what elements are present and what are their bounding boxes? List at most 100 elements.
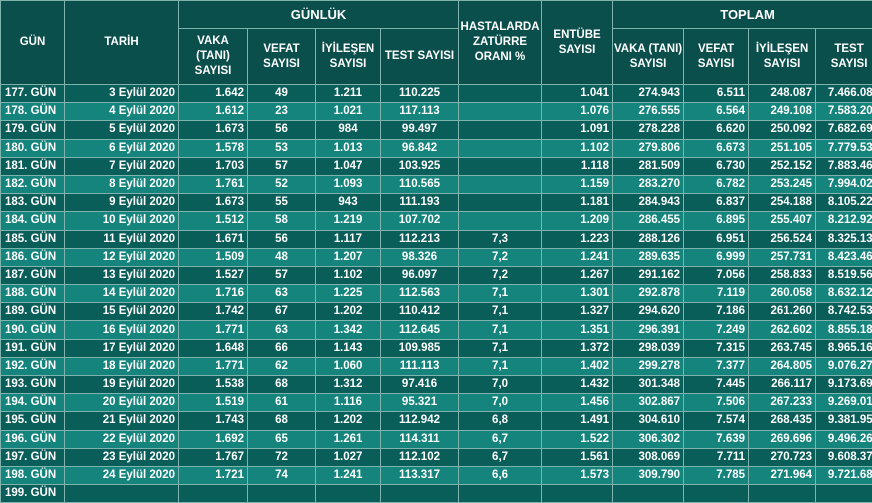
cell-gunluk-vaka: 1.648 xyxy=(179,339,248,357)
cell-toplam-vefat xyxy=(684,485,749,503)
cell-tarih: 13 Eylül 2020 xyxy=(65,266,179,284)
cell-gunluk-vefat: 63 xyxy=(248,321,316,339)
cell-toplam-vaka: 306.302 xyxy=(613,430,684,448)
cell-gunluk-iyilesen: 1.211 xyxy=(316,85,381,103)
cell-entube: 1.076 xyxy=(542,103,613,121)
cell-toplam-iyilesen: 254.188 xyxy=(749,194,816,212)
cell-toplam-iyilesen: 248.087 xyxy=(749,85,816,103)
cell-toplam-iyilesen: 253.245 xyxy=(749,175,816,193)
cell-gun: 182. GÜN xyxy=(1,175,65,193)
header-gun: GÜN xyxy=(1,1,65,85)
cell-toplam-test: 8.742.535 xyxy=(816,303,872,321)
cell-entube: 1.491 xyxy=(542,412,613,430)
cell-gunluk-iyilesen: 984 xyxy=(316,121,381,139)
cell-tarih: 21 Eylül 2020 xyxy=(65,412,179,430)
cell-zaturre-orani xyxy=(459,139,542,157)
cell-zaturre-orani: 7,2 xyxy=(459,248,542,266)
cell-zaturre-orani: 7,1 xyxy=(459,357,542,375)
cell-entube: 1.327 xyxy=(542,303,613,321)
cell-toplam-vaka: 309.790 xyxy=(613,466,684,484)
cell-toplam-vaka: 291.162 xyxy=(613,266,684,284)
cell-toplam-vaka: 289.635 xyxy=(613,248,684,266)
cell-toplam-iyilesen: 266.117 xyxy=(749,376,816,394)
cell-tarih: 18 Eylül 2020 xyxy=(65,357,179,375)
cell-gunluk-test: 112.645 xyxy=(381,321,459,339)
cell-toplam-test: 7.682.697 xyxy=(816,121,872,139)
cell-zaturre-orani xyxy=(459,121,542,139)
cell-gun: 180. GÜN xyxy=(1,139,65,157)
cell-gun: 181. GÜN xyxy=(1,157,65,175)
cell-gunluk-vaka: 1.673 xyxy=(179,194,248,212)
cell-toplam-vaka xyxy=(613,485,684,503)
cell-entube: 1.267 xyxy=(542,266,613,284)
cell-gun: 177. GÜN xyxy=(1,85,65,103)
cell-tarih xyxy=(65,485,179,503)
cell-tarih: 24 Eylül 2020 xyxy=(65,466,179,484)
cell-gunluk-test: 110.412 xyxy=(381,303,459,321)
cell-gunluk-vaka: 1.716 xyxy=(179,285,248,303)
cell-entube: 1.102 xyxy=(542,139,613,157)
cell-zaturre-orani: 7,3 xyxy=(459,230,542,248)
cell-gunluk-vefat: 58 xyxy=(248,212,316,230)
cell-gunluk-test: 112.213 xyxy=(381,230,459,248)
cell-gunluk-vaka: 1.703 xyxy=(179,157,248,175)
cell-toplam-test: 8.325.137 xyxy=(816,230,872,248)
cell-gunluk-vaka: 1.767 xyxy=(179,448,248,466)
cell-toplam-vaka: 299.278 xyxy=(613,357,684,375)
cell-entube: 1.561 xyxy=(542,448,613,466)
cell-toplam-vefat: 7.249 xyxy=(684,321,749,339)
cell-toplam-iyilesen: 262.602 xyxy=(749,321,816,339)
cell-gunluk-test: 112.102 xyxy=(381,448,459,466)
cell-zaturre-orani xyxy=(459,194,542,212)
cell-zaturre-orani xyxy=(459,485,542,503)
cell-tarih: 14 Eylül 2020 xyxy=(65,285,179,303)
cell-gunluk-vefat: 72 xyxy=(248,448,316,466)
cell-gunluk-iyilesen: 1.312 xyxy=(316,376,381,394)
cell-toplam-vefat: 7.445 xyxy=(684,376,749,394)
cell-toplam-test: 9.721.687 xyxy=(816,466,872,484)
cell-toplam-iyilesen xyxy=(749,485,816,503)
header-gunluk-vaka: VAKA (TANI) SAYISI xyxy=(179,29,248,85)
cell-gunluk-vefat: 49 xyxy=(248,85,316,103)
cell-toplam-vefat: 7.506 xyxy=(684,394,749,412)
cell-gunluk-iyilesen: 1.241 xyxy=(316,466,381,484)
cell-gunluk-test: 109.985 xyxy=(381,339,459,357)
cell-toplam-vefat: 7.056 xyxy=(684,266,749,284)
cell-zaturre-orani xyxy=(459,212,542,230)
cell-toplam-vaka: 308.069 xyxy=(613,448,684,466)
cell-toplam-vaka: 294.620 xyxy=(613,303,684,321)
cell-toplam-iyilesen: 269.696 xyxy=(749,430,816,448)
cell-gunluk-vefat: 56 xyxy=(248,121,316,139)
cell-toplam-vaka: 276.555 xyxy=(613,103,684,121)
cell-gunluk-vefat: 52 xyxy=(248,175,316,193)
cell-toplam-iyilesen: 257.731 xyxy=(749,248,816,266)
cell-toplam-vefat: 7.119 xyxy=(684,285,749,303)
cell-gunluk-iyilesen: 1.102 xyxy=(316,266,381,284)
cell-toplam-iyilesen: 260.058 xyxy=(749,285,816,303)
cell-toplam-test: 7.466.087 xyxy=(816,85,872,103)
cell-gunluk-vaka: 1.771 xyxy=(179,357,248,375)
cell-toplam-vefat: 7.785 xyxy=(684,466,749,484)
cell-toplam-vaka: 278.228 xyxy=(613,121,684,139)
cell-gunluk-vefat: 62 xyxy=(248,357,316,375)
cell-gunluk-vefat: 68 xyxy=(248,412,316,430)
cell-toplam-vaka: 296.391 xyxy=(613,321,684,339)
cell-gun: 194. GÜN xyxy=(1,394,65,412)
cell-zaturre-orani xyxy=(459,85,542,103)
cell-gunluk-test: 110.565 xyxy=(381,175,459,193)
cell-gun: 179. GÜN xyxy=(1,121,65,139)
cell-toplam-vefat: 7.377 xyxy=(684,357,749,375)
cell-gunluk-vefat: 53 xyxy=(248,139,316,157)
cell-gun: 196. GÜN xyxy=(1,430,65,448)
cell-gunluk-vaka: 1.721 xyxy=(179,466,248,484)
cell-toplam-vefat: 6.837 xyxy=(684,194,749,212)
cell-gun: 186. GÜN xyxy=(1,248,65,266)
cell-gunluk-iyilesen: 1.093 xyxy=(316,175,381,193)
cell-toplam-vaka: 298.039 xyxy=(613,339,684,357)
cell-tarih: 4 Eylül 2020 xyxy=(65,103,179,121)
cell-gunluk-iyilesen xyxy=(316,485,381,503)
cell-toplam-test: 9.269.015 xyxy=(816,394,872,412)
